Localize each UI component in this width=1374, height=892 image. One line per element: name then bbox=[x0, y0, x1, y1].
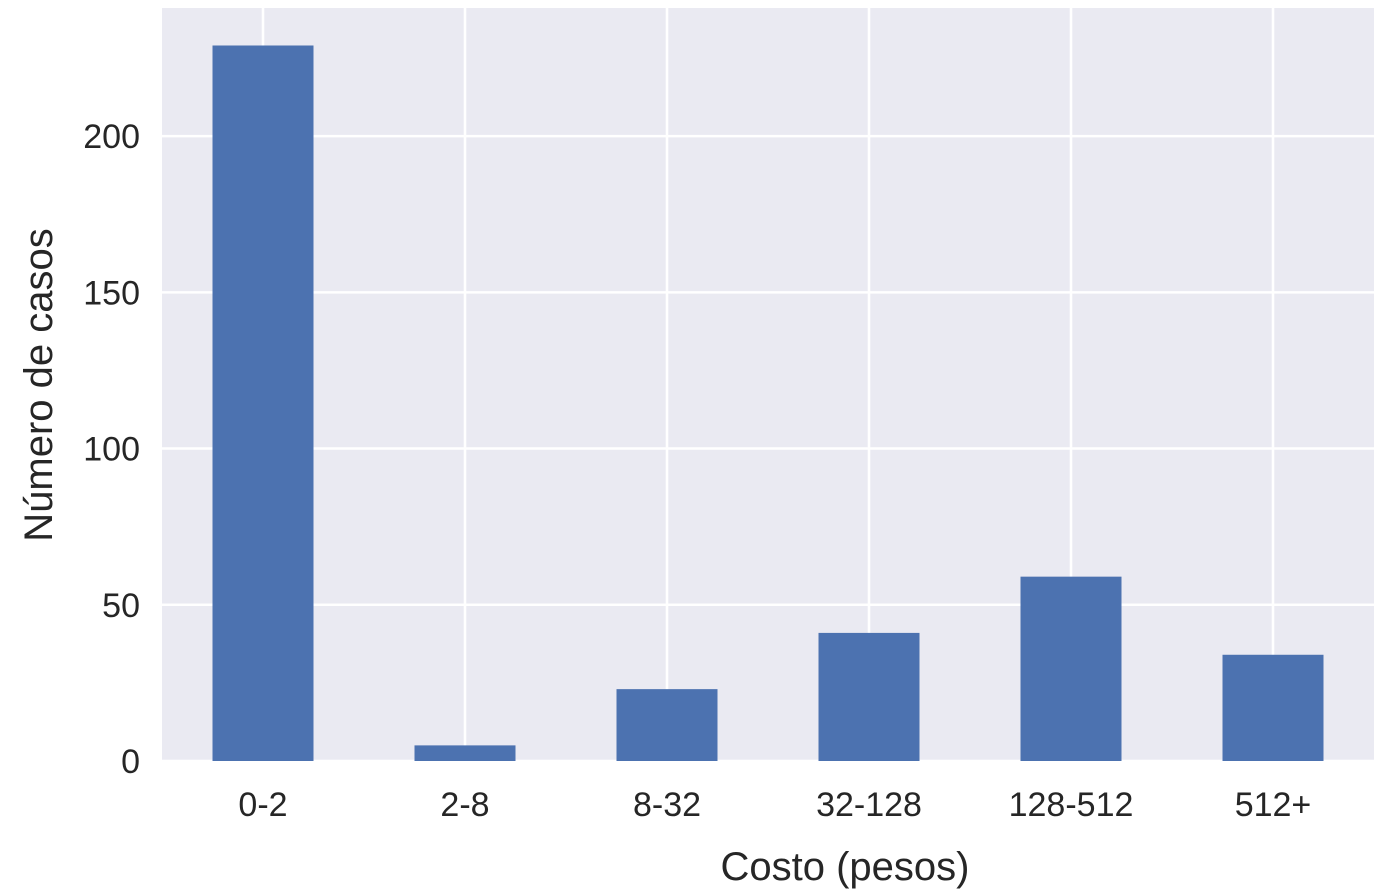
bar-128-512 bbox=[1020, 576, 1122, 761]
x-tick-label: 8-32 bbox=[633, 786, 701, 824]
x-tick-label: 0-2 bbox=[238, 786, 287, 824]
x-tick-label: 32-128 bbox=[816, 786, 922, 824]
x-axis-label: Costo (pesos) bbox=[721, 845, 970, 889]
bar-32-128 bbox=[818, 632, 920, 761]
y-tick-label: 50 bbox=[102, 587, 140, 625]
y-tick-label: 150 bbox=[83, 274, 140, 312]
bar-2-8 bbox=[414, 745, 516, 761]
bars bbox=[212, 45, 1324, 761]
y-tick-label: 200 bbox=[83, 118, 140, 156]
x-tick-labels: 0-2 2-8 8-32 32-128 128-512 512+ bbox=[238, 786, 1311, 824]
bar-8-32 bbox=[616, 689, 718, 761]
x-tick-label: 128-512 bbox=[1009, 786, 1134, 824]
bar-512+ bbox=[1222, 654, 1324, 761]
y-axis-label: Número de casos bbox=[17, 228, 61, 541]
x-tick-label: 2-8 bbox=[440, 786, 489, 824]
plot-background bbox=[162, 8, 1374, 761]
y-tick-label: 0 bbox=[121, 743, 140, 781]
bar-0-2 bbox=[212, 45, 314, 761]
x-tick-label: 512+ bbox=[1235, 786, 1312, 824]
y-tick-label: 100 bbox=[83, 431, 140, 469]
y-tick-labels: 0 50 100 150 200 bbox=[83, 118, 140, 781]
